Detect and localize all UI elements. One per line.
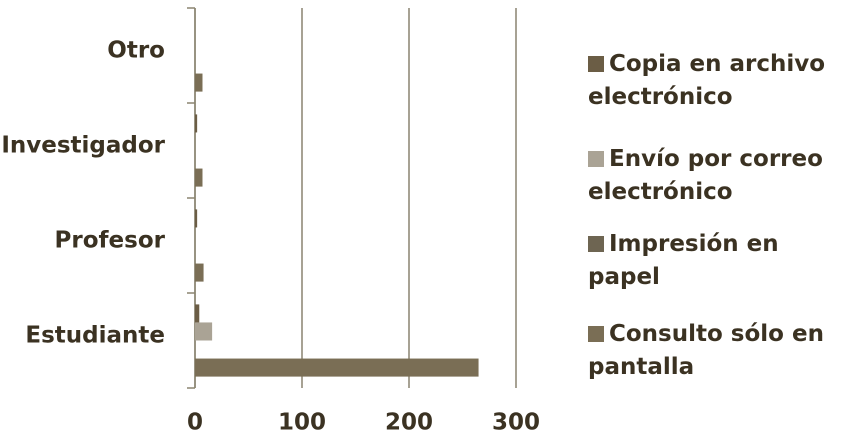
legend-item: Consulto sólo en pantalla — [588, 318, 853, 384]
y-tick-label: Investigador — [1, 132, 165, 158]
legend-swatch — [588, 236, 604, 252]
legend-item: Envío por correo electrónico — [588, 143, 853, 209]
bar — [195, 168, 203, 187]
x-tick-label: 0 — [187, 410, 203, 436]
bar — [195, 358, 479, 377]
bar — [195, 73, 203, 92]
legend-swatch — [588, 326, 604, 342]
bar — [195, 114, 198, 133]
x-tick-label: 100 — [278, 410, 326, 436]
legend-swatch — [588, 151, 604, 167]
bar — [195, 304, 200, 323]
bar — [195, 322, 213, 341]
bar — [195, 263, 204, 282]
legend-swatch — [588, 56, 604, 72]
legend-label: Copia en archivo electrónico — [588, 51, 826, 110]
legend-item: Impresión en papel — [588, 228, 853, 294]
legend-label: Envío por correo electrónico — [588, 146, 823, 205]
bar — [195, 209, 198, 228]
legend-label: Impresión en papel — [588, 231, 779, 290]
legend-label: Consulto sólo en pantalla — [588, 321, 824, 380]
x-tick-label: 300 — [492, 410, 540, 436]
x-tick-label: 200 — [385, 410, 433, 436]
legend-item: Copia en archivo electrónico — [588, 48, 853, 114]
y-tick-label: Estudiante — [25, 322, 165, 348]
y-tick-label: Otro — [107, 37, 165, 63]
y-tick-label: Profesor — [55, 227, 166, 253]
